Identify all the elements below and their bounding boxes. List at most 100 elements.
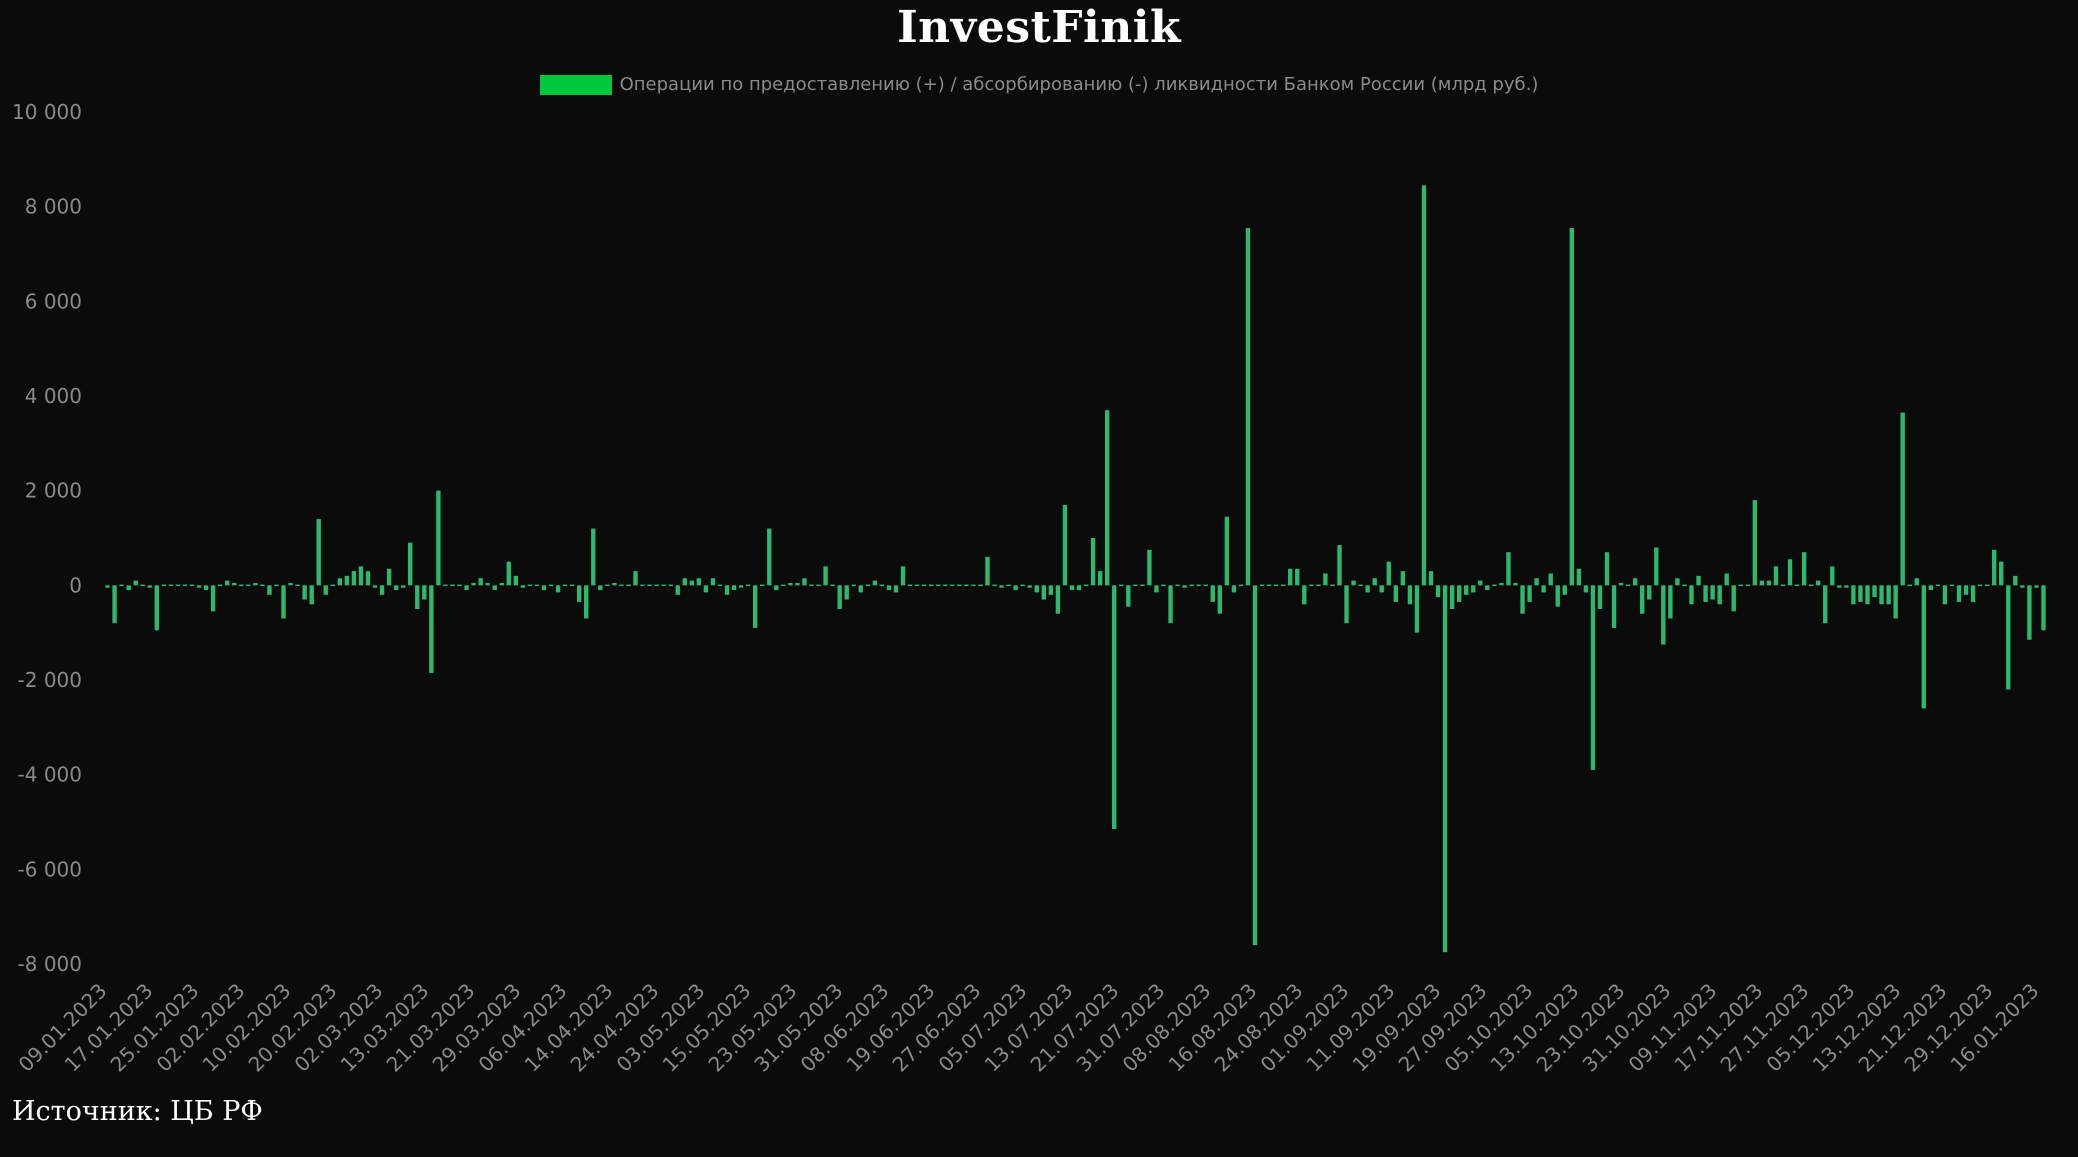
bar — [788, 582, 793, 586]
bar — [520, 585, 526, 588]
bar — [154, 585, 159, 631]
bar — [372, 585, 378, 588]
bar — [710, 578, 716, 586]
y-axis: 10 000 8 000 6 000 4 000 2 000 0 -2 000 -4 000 -… — [12, 100, 82, 976]
bar — [844, 585, 849, 600]
bar — [119, 584, 124, 587]
bar — [1724, 573, 1729, 586]
bar — [513, 575, 519, 586]
bar — [943, 584, 948, 587]
bar — [471, 582, 476, 586]
bar — [1393, 585, 1398, 602]
bar — [1006, 584, 1011, 587]
bar — [1970, 585, 1976, 602]
bar — [907, 584, 913, 587]
bar — [203, 585, 209, 591]
bar — [1309, 584, 1314, 587]
bar — [1597, 585, 1603, 609]
brand-title: InvestFinik — [897, 2, 1181, 53]
bar — [1400, 571, 1406, 586]
bar — [1914, 578, 1919, 586]
bar — [1196, 584, 1201, 587]
bar — [182, 584, 188, 587]
bar — [210, 585, 216, 612]
bar — [1886, 585, 1891, 605]
bar — [1344, 585, 1349, 624]
y-tick-label: 0 — [69, 573, 82, 597]
bar — [872, 580, 878, 586]
bar — [1506, 552, 1511, 586]
bar — [344, 575, 350, 586]
bar — [246, 584, 251, 587]
bar — [957, 584, 962, 587]
bar — [1168, 585, 1173, 624]
bar — [1048, 585, 1054, 595]
bar — [1604, 552, 1610, 586]
bar — [569, 584, 575, 587]
bar — [2034, 585, 2039, 588]
y-tick-label: 10 000 — [12, 100, 82, 124]
bar — [753, 585, 758, 628]
bar — [1780, 584, 1786, 587]
bar — [1900, 412, 1905, 586]
bar — [731, 585, 737, 591]
bar — [351, 571, 357, 586]
bar — [675, 585, 680, 595]
bar — [893, 585, 899, 593]
bar — [1133, 584, 1138, 587]
bar — [1013, 585, 1018, 591]
bar — [1632, 578, 1638, 586]
bar — [1949, 584, 1955, 587]
bar — [1999, 561, 2004, 586]
bar — [309, 585, 314, 605]
bar — [2041, 585, 2046, 631]
bar — [1140, 584, 1145, 587]
bar — [196, 585, 202, 588]
bar — [971, 584, 976, 587]
source-note: Источник: ЦБ РФ — [12, 1096, 263, 1127]
bar — [1175, 584, 1180, 587]
bar — [175, 584, 181, 587]
bar — [401, 585, 406, 588]
bar — [1787, 559, 1793, 586]
bar — [1161, 584, 1166, 587]
bar — [112, 585, 117, 624]
bar — [767, 528, 772, 586]
bar — [689, 580, 695, 586]
bar — [1245, 227, 1251, 586]
bar — [323, 585, 328, 595]
bar — [929, 584, 934, 587]
bar — [851, 584, 856, 587]
bar — [450, 584, 455, 587]
bar — [1273, 584, 1279, 587]
bar — [1414, 585, 1420, 633]
bar — [1696, 575, 1701, 586]
bar — [126, 585, 131, 591]
bar — [1020, 584, 1025, 587]
bar — [1288, 568, 1293, 586]
bar — [415, 585, 420, 609]
legend-swatch — [539, 74, 612, 95]
bar — [1041, 585, 1046, 600]
bar — [1055, 585, 1061, 614]
bar — [1112, 585, 1117, 830]
bar — [1640, 585, 1645, 614]
bar — [633, 571, 638, 586]
bar — [541, 585, 547, 591]
bar — [1956, 585, 1962, 602]
bar — [1935, 584, 1941, 587]
bar — [964, 584, 969, 587]
bar — [1224, 516, 1230, 586]
bar — [1182, 585, 1187, 588]
bar — [661, 584, 666, 587]
bar — [232, 582, 237, 586]
y-tick-label: -4 000 — [18, 763, 82, 787]
bar — [260, 584, 265, 587]
bar — [1893, 585, 1898, 619]
bar — [626, 584, 631, 587]
bar — [591, 528, 596, 586]
bar — [422, 585, 427, 600]
bar — [1801, 552, 1807, 586]
bar — [1449, 585, 1455, 609]
bar — [365, 571, 371, 586]
